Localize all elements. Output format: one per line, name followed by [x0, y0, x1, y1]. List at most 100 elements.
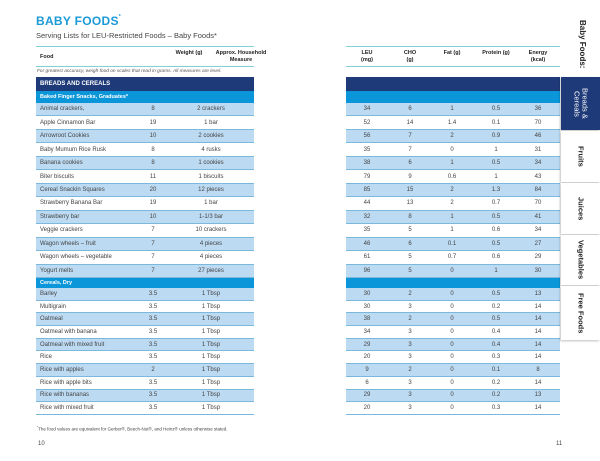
food-name: Multigrain — [40, 303, 67, 310]
protein-value: 1 — [494, 267, 498, 274]
tab-label: Juices — [576, 196, 586, 221]
footnote-mark: * — [37, 425, 39, 429]
cho-value: 6 — [408, 160, 412, 167]
table-row: Cereal Snackin Squares 20 12 pieces — [36, 183, 254, 198]
table-row: Arrowroot Cookies 10 2 cookies — [36, 129, 254, 144]
group-header: Cereals, Dry — [36, 278, 254, 288]
weight: 10 — [149, 133, 157, 140]
protein-value: 0.6 — [491, 227, 501, 234]
energy-value: 13 — [534, 290, 542, 297]
table-row: Baby Mumum Rice Rusk 8 4 rusks — [36, 143, 254, 157]
cho-value: 3 — [408, 379, 412, 386]
tab-vegetables[interactable]: Vegetables — [561, 235, 600, 285]
tab-juices[interactable]: Juices — [561, 183, 600, 234]
weight: 3.5 — [148, 354, 158, 361]
energy-value: 14 — [534, 379, 542, 386]
protein-value: 0.2 — [491, 379, 501, 386]
section-header: BREADS AND CEREALS — [36, 77, 254, 91]
protein-value: 0.2 — [491, 303, 501, 310]
measure: 1 cookies — [198, 160, 224, 167]
weight: 3.5 — [148, 303, 158, 310]
fat-value: 0.6 — [447, 173, 457, 180]
protein-value: 1 — [494, 173, 498, 180]
food-name: Yogurt melts — [40, 267, 74, 274]
header-leu: LEU (mg) — [361, 50, 373, 63]
table-row-values: 30 3 0 0.2 14 — [346, 301, 560, 314]
weight: 3.5 — [148, 290, 158, 297]
table-row-values: 20 3 0 0.3 14 — [346, 402, 560, 415]
table-row-values: 52 14 1.4 0.1 70 — [346, 116, 560, 130]
food-name: Strawberry bar — [40, 213, 80, 220]
leu-value: 44 — [363, 200, 371, 207]
table-row-values: 29 3 0 0.2 13 — [346, 389, 560, 403]
protein-value: 1 — [494, 146, 498, 153]
measure: 1 Tbsp — [201, 379, 221, 386]
table-row: Strawberry bar 10 1-1/3 bar — [36, 210, 254, 225]
measure: 1 Tbsp — [201, 341, 221, 348]
cho-value: 7 — [408, 146, 412, 153]
protein-value: 0.5 — [491, 213, 501, 220]
header-energy: Energy (kcal) — [528, 50, 548, 63]
food-name: Veggie crackers — [40, 227, 83, 234]
header-cho: CHO (g) — [403, 50, 417, 63]
fat-value: 1.4 — [447, 119, 457, 126]
page-number-left: 10 — [38, 441, 45, 447]
leu-value: 29 — [363, 341, 371, 348]
protein-value: 0.9 — [491, 133, 501, 140]
leu-value: 30 — [363, 303, 371, 310]
energy-value: 36 — [534, 106, 542, 113]
cho-value: 6 — [408, 240, 412, 247]
subtitle: Serving Lists for LEU-Restricted Foods –… — [36, 31, 217, 40]
tab-breads-cereals[interactable]: Breads & Cereals — [561, 77, 600, 130]
weight: 7 — [151, 267, 155, 274]
fat-value: 0 — [450, 328, 454, 335]
measure: 1 Tbsp — [201, 303, 221, 310]
tab-free-foods[interactable]: Free Foods — [561, 286, 600, 340]
fat-value: 1 — [450, 213, 454, 220]
table-row: Banana cookies 8 1 cookies — [36, 156, 254, 171]
tab-fruits[interactable]: Fruits — [561, 131, 600, 182]
table-row-values: 79 9 0.6 1 43 — [346, 170, 560, 184]
table-row-values: 35 7 0 1 31 — [346, 143, 560, 157]
table-row: Oatmeal 3.5 1 Tbsp — [36, 313, 254, 327]
table-row-values: 46 6 0.1 0.5 27 — [346, 237, 560, 252]
energy-value: 14 — [534, 354, 542, 361]
cho-value: 6 — [408, 106, 412, 113]
protein-value: 0.1 — [491, 119, 501, 126]
weight: 3.5 — [148, 405, 158, 412]
table-row-values: 9 2 0 0.1 8 — [346, 364, 560, 377]
cho-value: 14 — [406, 119, 414, 126]
protein-value: 0.5 — [491, 106, 501, 113]
fat-value: 0.1 — [447, 240, 457, 247]
measure: 1 Tbsp — [201, 316, 221, 323]
table-row-values: 96 5 0 1 30 — [346, 264, 560, 278]
leu-value: 38 — [363, 160, 371, 167]
measure: 2 cookies — [198, 133, 224, 140]
cho-value: 5 — [408, 254, 412, 261]
food-name: Wagon wheels – fruit — [40, 240, 96, 247]
leu-value: 35 — [363, 146, 371, 153]
header-fat: Fat (g) — [443, 50, 461, 56]
measure: 4 pieces — [199, 240, 223, 247]
table-row-values: 35 5 1 0.6 34 — [346, 224, 560, 238]
cho-value: 3 — [408, 341, 412, 348]
page-title: BABY FOODS* — [36, 14, 121, 28]
energy-value: 70 — [534, 200, 542, 207]
weight: 11 — [149, 173, 157, 180]
measure: 1 Tbsp — [201, 392, 221, 399]
weight: 3.5 — [148, 341, 158, 348]
energy-value: 27 — [534, 240, 542, 247]
group-title: Baked Finger Snacks, Graduates* — [40, 94, 129, 100]
measure: 12 pieces — [198, 186, 224, 193]
table-row-values: 85 15 2 1.3 84 — [346, 183, 560, 198]
fat-value: 0 — [450, 267, 454, 274]
table-row-values: 61 5 0.7 0.6 29 — [346, 251, 560, 265]
measure: 1 bar — [204, 200, 218, 207]
weight: 3.5 — [148, 328, 158, 335]
measure: 1 Tbsp — [201, 354, 221, 361]
weight: 10 — [149, 213, 157, 220]
energy-value: 31 — [534, 146, 542, 153]
food-name: Oatmeal — [40, 316, 63, 323]
header-protein: Protein (g) — [482, 50, 510, 56]
protein-value: 0.5 — [491, 240, 501, 247]
